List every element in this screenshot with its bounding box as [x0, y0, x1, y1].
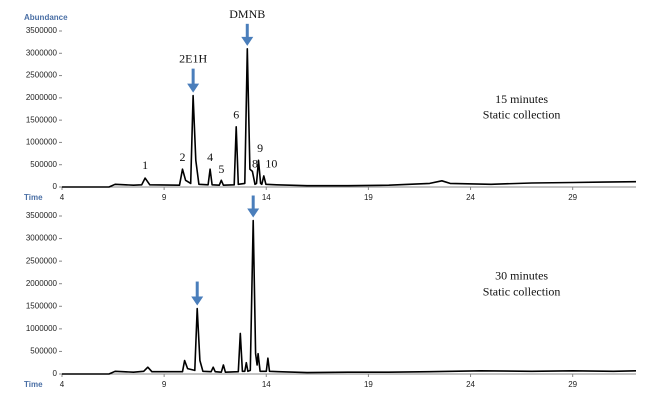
y-tick-label: 2000000 [26, 93, 58, 102]
annotation: 9 [257, 141, 263, 155]
arrow-head [247, 208, 260, 218]
annotation: 10 [265, 156, 277, 170]
annotation: 2E1H [179, 52, 207, 66]
annotation: DMNB [229, 7, 265, 21]
chromatogram-trace [62, 219, 637, 375]
arrow-head [187, 83, 200, 93]
chromatogram-trace [62, 48, 637, 188]
annotation: Static collection [483, 284, 561, 298]
x-tick-label: 4 [60, 380, 65, 389]
annotation: Static collection [483, 107, 561, 121]
x-tick-label: 24 [466, 193, 475, 202]
y-tick-label: 500000 [30, 160, 57, 169]
arrow-head [191, 296, 204, 306]
x-axis-label: Time [24, 380, 43, 389]
y-tick-label: 3500000 [26, 26, 58, 35]
y-tick-label: 500000 [30, 347, 57, 356]
annotation: 4 [207, 150, 213, 164]
annotation: 8 [252, 156, 258, 170]
y-tick-label: 0 [53, 369, 58, 378]
y-tick-label: 1000000 [26, 324, 58, 333]
annotation: 15 minutes [495, 92, 548, 106]
y-tick-label: 2000000 [26, 279, 58, 288]
x-tick-label: 9 [162, 380, 167, 389]
y-tick-label: 3500000 [26, 211, 58, 220]
y-tick-label: 1000000 [26, 138, 58, 147]
annotation: 2 [180, 150, 186, 164]
arrow-head [241, 36, 254, 46]
y-tick-label: 3000000 [26, 48, 58, 57]
x-tick-label: 4 [60, 193, 65, 202]
y-tick-label: 1500000 [26, 115, 58, 124]
x-axis-label: Time [24, 193, 43, 202]
x-tick-label: 9 [162, 193, 167, 202]
y-axis-label: Abundance [24, 13, 68, 22]
annotation: 1 [142, 158, 148, 172]
y-tick-label: 2500000 [26, 256, 58, 265]
x-tick-label: 19 [364, 193, 373, 202]
x-tick-label: 29 [568, 193, 577, 202]
y-tick-label: 2500000 [26, 71, 58, 80]
x-tick-label: 14 [262, 380, 271, 389]
x-tick-label: 19 [364, 380, 373, 389]
y-tick-label: 1500000 [26, 301, 58, 310]
x-tick-label: 29 [568, 380, 577, 389]
annotation: 30 minutes [495, 269, 548, 283]
y-tick-label: 0 [53, 182, 58, 191]
x-tick-label: 24 [466, 380, 475, 389]
y-tick-label: 3000000 [26, 234, 58, 243]
annotation: 6 [233, 107, 239, 121]
annotation: 5 [218, 162, 224, 176]
x-tick-label: 14 [262, 193, 271, 202]
